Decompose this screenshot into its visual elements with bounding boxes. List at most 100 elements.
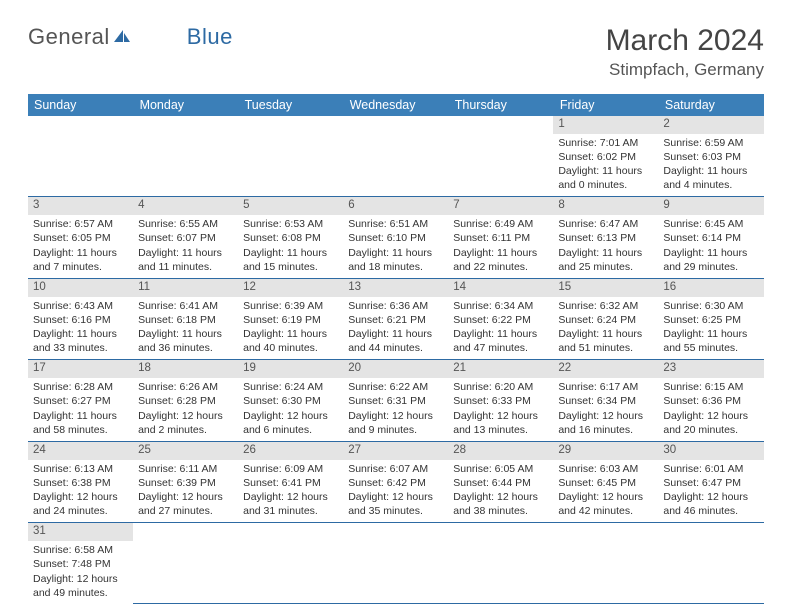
day-number: 25	[133, 442, 238, 460]
calendar-cell: 9Sunrise: 6:45 AMSunset: 6:14 PMDaylight…	[658, 197, 763, 278]
day-number	[553, 523, 658, 527]
sunrise-text: Sunrise: 6:41 AM	[138, 299, 233, 313]
day-number	[238, 116, 343, 120]
day-details: Sunrise: 6:20 AMSunset: 6:33 PMDaylight:…	[448, 378, 553, 441]
sunset-text: Sunset: 6:22 PM	[453, 313, 548, 327]
day-number: 16	[658, 279, 763, 297]
calendar-row: 10Sunrise: 6:43 AMSunset: 6:16 PMDayligh…	[28, 278, 764, 359]
sunset-text: Sunset: 6:19 PM	[243, 313, 338, 327]
day-number	[343, 116, 448, 120]
daylight-text: Daylight: 11 hours and 0 minutes.	[558, 164, 653, 192]
calendar-cell	[448, 116, 553, 197]
sunrise-text: Sunrise: 6:05 AM	[453, 462, 548, 476]
day-number: 6	[343, 197, 448, 215]
logo: GeneralBlue	[28, 24, 233, 50]
day-number: 2	[658, 116, 763, 134]
calendar-cell	[553, 523, 658, 604]
day-details: Sunrise: 6:41 AMSunset: 6:18 PMDaylight:…	[133, 297, 238, 360]
day-number: 21	[448, 360, 553, 378]
logo-text-blue: Blue	[187, 24, 233, 50]
daylight-text: Daylight: 12 hours and 9 minutes.	[348, 409, 443, 437]
day-number: 22	[553, 360, 658, 378]
day-details: Sunrise: 6:13 AMSunset: 6:38 PMDaylight:…	[28, 460, 133, 523]
calendar-cell: 8Sunrise: 6:47 AMSunset: 6:13 PMDaylight…	[553, 197, 658, 278]
daylight-text: Daylight: 11 hours and 55 minutes.	[663, 327, 758, 355]
day-number: 19	[238, 360, 343, 378]
sunset-text: Sunset: 6:21 PM	[348, 313, 443, 327]
day-details: Sunrise: 6:32 AMSunset: 6:24 PMDaylight:…	[553, 297, 658, 360]
day-number	[448, 523, 553, 527]
calendar-cell: 4Sunrise: 6:55 AMSunset: 6:07 PMDaylight…	[133, 197, 238, 278]
day-number: 17	[28, 360, 133, 378]
daylight-text: Daylight: 12 hours and 35 minutes.	[348, 490, 443, 518]
day-details: Sunrise: 6:36 AMSunset: 6:21 PMDaylight:…	[343, 297, 448, 360]
weekday-header: Thursday	[448, 94, 553, 116]
calendar-cell: 5Sunrise: 6:53 AMSunset: 6:08 PMDaylight…	[238, 197, 343, 278]
sunset-text: Sunset: 6:36 PM	[663, 394, 758, 408]
sunset-text: Sunset: 6:10 PM	[348, 231, 443, 245]
sunset-text: Sunset: 6:11 PM	[453, 231, 548, 245]
daylight-text: Daylight: 11 hours and 7 minutes.	[33, 246, 128, 274]
calendar-table: Sunday Monday Tuesday Wednesday Thursday…	[28, 94, 764, 604]
day-number: 10	[28, 279, 133, 297]
sunrise-text: Sunrise: 6:51 AM	[348, 217, 443, 231]
sunset-text: Sunset: 6:16 PM	[33, 313, 128, 327]
day-number	[238, 523, 343, 527]
calendar-cell: 18Sunrise: 6:26 AMSunset: 6:28 PMDayligh…	[133, 360, 238, 441]
calendar-cell: 7Sunrise: 6:49 AMSunset: 6:11 PMDaylight…	[448, 197, 553, 278]
day-number: 1	[553, 116, 658, 134]
day-details: Sunrise: 6:30 AMSunset: 6:25 PMDaylight:…	[658, 297, 763, 360]
day-details: Sunrise: 6:43 AMSunset: 6:16 PMDaylight:…	[28, 297, 133, 360]
daylight-text: Daylight: 12 hours and 38 minutes.	[453, 490, 548, 518]
calendar-cell	[133, 116, 238, 197]
sunset-text: Sunset: 6:07 PM	[138, 231, 233, 245]
calendar-cell: 22Sunrise: 6:17 AMSunset: 6:34 PMDayligh…	[553, 360, 658, 441]
calendar-cell: 2Sunrise: 6:59 AMSunset: 6:03 PMDaylight…	[658, 116, 763, 197]
title-block: March 2024 Stimpfach, Germany	[606, 24, 764, 80]
sunrise-text: Sunrise: 6:45 AM	[663, 217, 758, 231]
calendar-cell: 16Sunrise: 6:30 AMSunset: 6:25 PMDayligh…	[658, 278, 763, 359]
daylight-text: Daylight: 11 hours and 44 minutes.	[348, 327, 443, 355]
day-number: 12	[238, 279, 343, 297]
day-details: Sunrise: 6:58 AMSunset: 7:48 PMDaylight:…	[28, 541, 133, 604]
daylight-text: Daylight: 12 hours and 2 minutes.	[138, 409, 233, 437]
sunset-text: Sunset: 6:31 PM	[348, 394, 443, 408]
day-number: 23	[658, 360, 763, 378]
calendar-cell	[28, 116, 133, 197]
sunrise-text: Sunrise: 6:49 AM	[453, 217, 548, 231]
sunrise-text: Sunrise: 6:13 AM	[33, 462, 128, 476]
day-details: Sunrise: 6:45 AMSunset: 6:14 PMDaylight:…	[658, 215, 763, 278]
day-details: Sunrise: 6:51 AMSunset: 6:10 PMDaylight:…	[343, 215, 448, 278]
sunset-text: Sunset: 6:44 PM	[453, 476, 548, 490]
day-number: 26	[238, 442, 343, 460]
sunrise-text: Sunrise: 7:01 AM	[558, 136, 653, 150]
calendar-cell	[658, 523, 763, 604]
day-details: Sunrise: 6:26 AMSunset: 6:28 PMDaylight:…	[133, 378, 238, 441]
sunset-text: Sunset: 6:14 PM	[663, 231, 758, 245]
daylight-text: Daylight: 12 hours and 49 minutes.	[33, 572, 128, 600]
day-details: Sunrise: 6:53 AMSunset: 6:08 PMDaylight:…	[238, 215, 343, 278]
calendar-cell: 28Sunrise: 6:05 AMSunset: 6:44 PMDayligh…	[448, 441, 553, 522]
calendar-cell: 25Sunrise: 6:11 AMSunset: 6:39 PMDayligh…	[133, 441, 238, 522]
day-details: Sunrise: 6:11 AMSunset: 6:39 PMDaylight:…	[133, 460, 238, 523]
calendar-cell: 15Sunrise: 6:32 AMSunset: 6:24 PMDayligh…	[553, 278, 658, 359]
sunrise-text: Sunrise: 6:22 AM	[348, 380, 443, 394]
daylight-text: Daylight: 11 hours and 29 minutes.	[663, 246, 758, 274]
sunset-text: Sunset: 7:48 PM	[33, 557, 128, 571]
daylight-text: Daylight: 12 hours and 31 minutes.	[243, 490, 338, 518]
sunset-text: Sunset: 6:41 PM	[243, 476, 338, 490]
sunset-text: Sunset: 6:42 PM	[348, 476, 443, 490]
location-subtitle: Stimpfach, Germany	[606, 60, 764, 80]
daylight-text: Daylight: 11 hours and 40 minutes.	[243, 327, 338, 355]
calendar-cell: 14Sunrise: 6:34 AMSunset: 6:22 PMDayligh…	[448, 278, 553, 359]
weekday-header: Saturday	[658, 94, 763, 116]
calendar-cell	[343, 523, 448, 604]
daylight-text: Daylight: 12 hours and 42 minutes.	[558, 490, 653, 518]
calendar-cell: 19Sunrise: 6:24 AMSunset: 6:30 PMDayligh…	[238, 360, 343, 441]
calendar-cell: 31Sunrise: 6:58 AMSunset: 7:48 PMDayligh…	[28, 523, 133, 604]
day-details: Sunrise: 6:07 AMSunset: 6:42 PMDaylight:…	[343, 460, 448, 523]
sail-icon	[112, 24, 132, 50]
day-number: 27	[343, 442, 448, 460]
sunrise-text: Sunrise: 6:03 AM	[558, 462, 653, 476]
day-number: 11	[133, 279, 238, 297]
